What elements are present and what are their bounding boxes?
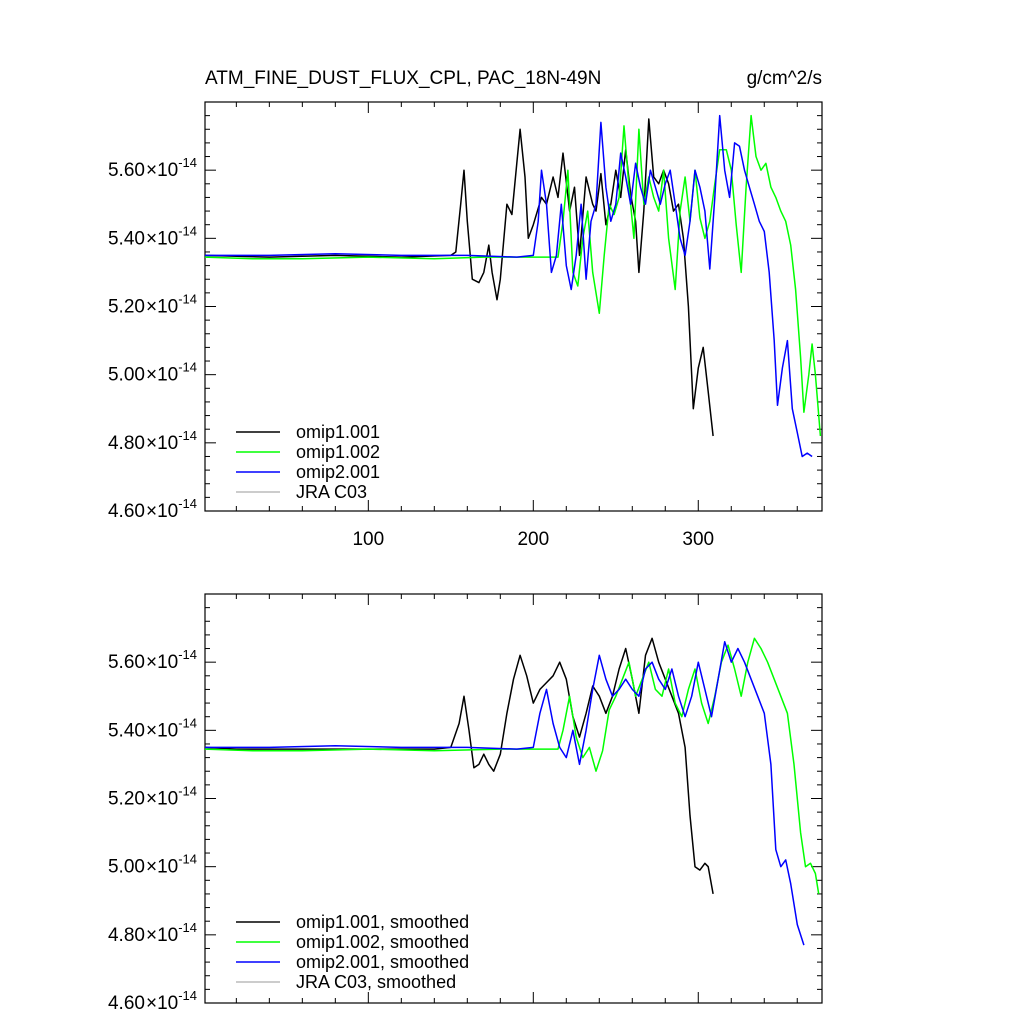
legend-label: omip1.001, smoothed — [296, 912, 469, 932]
x-tick-label: 300 — [682, 529, 714, 550]
units-label: g/cm^2/s — [747, 68, 822, 89]
bottom-panel: 4.60×10-14 4.80×10-14 5.00×10-14 5.20×10-14… — [108, 593, 823, 1014]
y-tick-label: 5.00×10-14 — [108, 852, 197, 878]
legend-label: JRA C03 — [296, 482, 367, 502]
series-line — [205, 114, 813, 458]
y-tick-label: 5.40×10-14 — [108, 223, 197, 249]
top-panel: 100 200 300 4.60×10-14 4.80×10-14 5.00×10-14 5… — [108, 101, 823, 550]
legend-label: omip2.001, smoothed — [296, 952, 469, 972]
y-tick-label: 4.80×10-14 — [108, 428, 197, 454]
legend-label: omip1.002 — [296, 442, 380, 462]
y-tick-label: 5.00×10-14 — [108, 360, 197, 386]
legend-label: JRA C03, smoothed — [296, 972, 456, 992]
series-line — [204, 118, 714, 437]
series-line — [204, 637, 820, 895]
y-tick-label: 5.20×10-14 — [108, 784, 197, 810]
series-line — [205, 640, 805, 946]
y-tick-label: 4.60×10-14 — [108, 496, 197, 522]
y-tick-label: 5.40×10-14 — [108, 715, 197, 741]
series-line — [204, 637, 714, 895]
y-tick-label: 5.60×10-14 — [108, 647, 197, 673]
y-tick-label: 5.60×10-14 — [108, 155, 197, 181]
x-tick-label: 200 — [517, 529, 549, 550]
legend-label: omip1.002, smoothed — [296, 932, 469, 952]
chart-title: ATM_FINE_DUST_FLUX_CPL, PAC_18N-49N — [205, 68, 601, 89]
x-tick-label: 100 — [352, 529, 384, 550]
series-line — [204, 114, 822, 437]
legend-label: omip1.001 — [296, 422, 380, 442]
legend-label: omip2.001 — [296, 462, 380, 482]
y-tick-label: 4.80×10-14 — [108, 920, 197, 946]
y-tick-label: 5.20×10-14 — [108, 292, 197, 318]
y-tick-label: 4.60×10-14 — [108, 988, 197, 1014]
